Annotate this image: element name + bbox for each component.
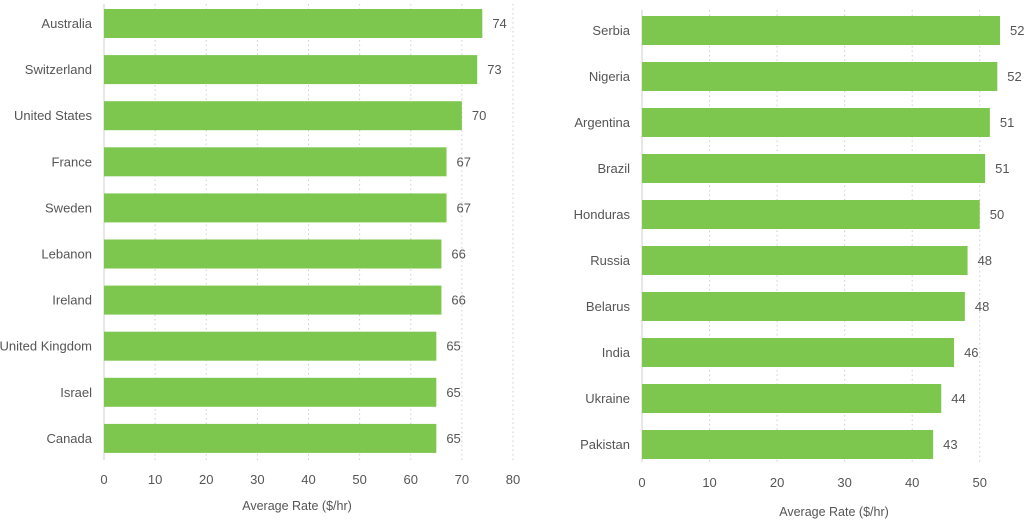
category-label: Pakistan (580, 437, 630, 452)
bar-chart-right: Serbia 52 Nigeria 52 Argentina 51 Brazil 51 Hond… (574, 10, 1024, 519)
tick-label: 80 (506, 472, 520, 487)
bar (104, 193, 447, 223)
category-label: Israel (60, 385, 92, 400)
bar (104, 285, 442, 315)
tick-label: 50 (973, 475, 987, 490)
bar (642, 246, 968, 275)
value-label: 50 (990, 207, 1004, 222)
category-label: France (52, 154, 92, 169)
category-label: Serbia (592, 23, 630, 38)
value-label: 66 (451, 247, 465, 262)
bar (104, 101, 462, 131)
category-label: Australia (41, 16, 92, 31)
category-label: Canada (46, 431, 92, 446)
tick-label: 30 (250, 472, 264, 487)
x-axis-title: Average Rate ($/hr) (242, 499, 352, 513)
tick-label: 10 (148, 472, 162, 487)
category-label: Belarus (586, 299, 631, 314)
bar (104, 331, 437, 361)
x-axis-title: Average Rate ($/hr) (779, 505, 889, 519)
tick-label: 20 (770, 475, 784, 490)
category-label: Switzerland (25, 62, 92, 77)
tick-label: 10 (702, 475, 716, 490)
tick-label: 40 (301, 472, 315, 487)
tick-label: 30 (837, 475, 851, 490)
value-label: 73 (487, 62, 501, 77)
category-label: Argentina (574, 115, 630, 130)
bar-chart-left: Australia 74 Switzerland 73 United States 70 F… (0, 4, 520, 513)
bar (104, 147, 447, 177)
category-label: Ireland (52, 293, 92, 308)
value-label: 65 (446, 339, 460, 354)
category-label: Brazil (597, 161, 630, 176)
value-label: 67 (457, 154, 471, 169)
value-label: 52 (1007, 69, 1021, 84)
value-label: 46 (964, 345, 978, 360)
value-label: 70 (472, 108, 486, 123)
tick-label: 20 (199, 472, 213, 487)
category-label: Ukraine (585, 391, 630, 406)
bar (104, 423, 437, 453)
bar (104, 55, 478, 85)
bar (642, 384, 942, 413)
value-label: 43 (943, 437, 957, 452)
value-label: 66 (451, 293, 465, 308)
bar (642, 292, 965, 321)
category-label: United Kingdom (0, 339, 92, 354)
category-label: United States (14, 108, 93, 123)
category-label: Lebanon (41, 247, 92, 262)
value-label: 74 (492, 16, 506, 31)
category-label: Russia (590, 253, 631, 268)
tick-label: 40 (905, 475, 919, 490)
bar (104, 377, 437, 407)
bar (642, 430, 934, 459)
tick-label: 0 (638, 475, 645, 490)
value-label: 48 (978, 253, 992, 268)
value-label: 65 (446, 385, 460, 400)
tick-label: 0 (100, 472, 107, 487)
chart-left: Australia 74 Switzerland 73 United States 70 F… (0, 4, 520, 513)
bar (642, 200, 980, 229)
value-label: 51 (995, 161, 1009, 176)
bar (642, 16, 1000, 45)
category-label: India (602, 345, 631, 360)
value-label: 48 (975, 299, 989, 314)
category-label: Nigeria (589, 69, 631, 84)
value-label: 52 (1010, 23, 1024, 38)
bar (642, 338, 955, 367)
value-label: 51 (1000, 115, 1014, 130)
value-label: 44 (951, 391, 965, 406)
tick-label: 60 (404, 472, 418, 487)
tick-label: 70 (455, 472, 469, 487)
bar (642, 108, 990, 137)
tick-label: 50 (352, 472, 366, 487)
category-label: Sweden (45, 200, 92, 215)
value-label: 67 (457, 200, 471, 215)
bar (642, 154, 986, 183)
bar (104, 9, 483, 38)
value-label: 65 (446, 431, 460, 446)
chart-right: Serbia 52 Nigeria 52 Argentina 51 Brazil 51 Hond… (520, 0, 1024, 520)
category-label: Honduras (574, 207, 631, 222)
bar (104, 239, 442, 269)
bar (642, 62, 998, 91)
